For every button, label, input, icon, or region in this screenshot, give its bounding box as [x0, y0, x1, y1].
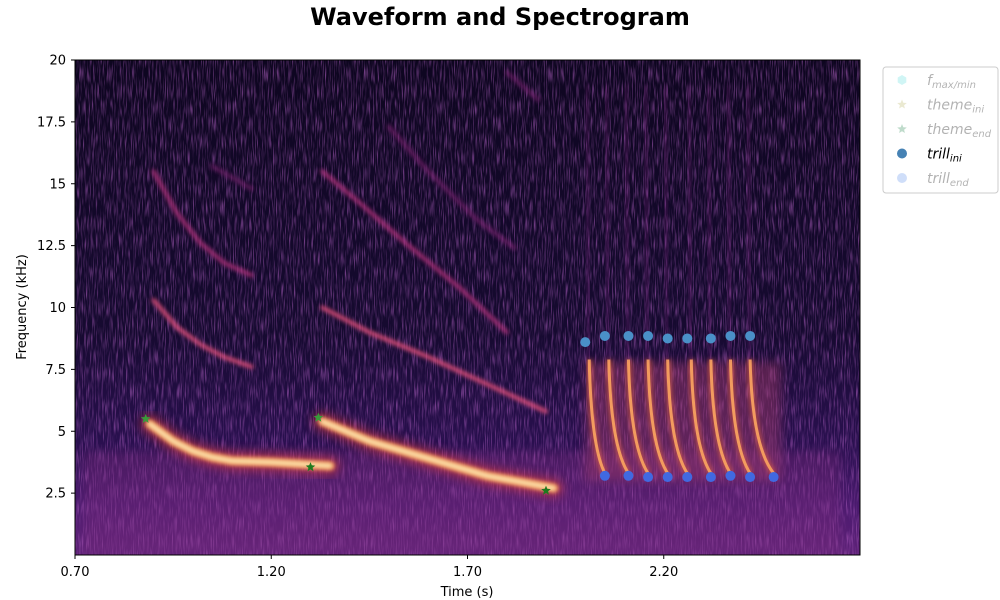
- legend-label-sub: max/min: [932, 80, 976, 91]
- trill-sweep: [626, 359, 650, 475]
- legend-star-icon: [897, 124, 907, 133]
- harmonic-trace: [320, 305, 548, 414]
- legend-label-sub: end: [950, 178, 969, 189]
- y-tick-label: 20: [49, 54, 66, 69]
- trill-sweep: [587, 359, 607, 475]
- legend-label-sub: ini: [950, 154, 962, 165]
- trill_end-marker: [768, 472, 779, 483]
- trill-harmonic-streak: [663, 84, 669, 360]
- trill_end-marker: [643, 472, 654, 483]
- legend-box: [882, 66, 999, 194]
- y-tick-label: 15: [49, 177, 66, 192]
- trill_ini-marker: [725, 330, 736, 341]
- trill-harmonic-streak: [604, 84, 610, 360]
- legend-circle-icon: [897, 148, 907, 159]
- trill_end-marker: [662, 472, 673, 483]
- legend-label-base: theme: [927, 98, 972, 114]
- trill-sweep: [728, 359, 752, 475]
- trill-harmonic-streak: [687, 84, 693, 360]
- legend-entry: trillend: [897, 171, 969, 189]
- trill_ini-marker: [682, 333, 693, 344]
- legend-label-base: theme: [927, 122, 972, 138]
- trill_end-marker: [745, 472, 756, 483]
- trill_ini-marker: [705, 333, 716, 344]
- chart-title: Waveform and Spectrogram: [310, 3, 690, 31]
- legend-label: trillend: [927, 171, 969, 189]
- legend-label-base: trill: [927, 171, 950, 187]
- legend-label-base: trill: [927, 147, 950, 163]
- trill_end-marker: [705, 472, 716, 483]
- trill_ini-marker: [599, 330, 610, 341]
- theme_ini-marker: [313, 412, 324, 422]
- legend-label-sub: end: [972, 129, 991, 140]
- legend-label-base: f: [927, 73, 934, 89]
- trill-sweep: [646, 359, 669, 475]
- y-tick-label: 5: [58, 425, 66, 440]
- trill-harmonic-streak: [726, 84, 732, 360]
- trill-sweep: [607, 359, 630, 475]
- harmonic-trace: [504, 70, 541, 102]
- trill_end-marker: [725, 470, 736, 481]
- harmonic-trace: [319, 418, 557, 491]
- trill_ini-marker: [623, 330, 634, 341]
- trill-harmonic-streak: [644, 84, 650, 360]
- y-tick-label: 12.5: [37, 239, 66, 254]
- y-tick-label: 17.5: [37, 115, 66, 130]
- trill-harmonic-streak: [746, 84, 752, 360]
- trill-sweep: [666, 359, 689, 475]
- x-axis: 0.70 1.20 1.70 2.20: [61, 555, 678, 580]
- y-tick-label: 7.5: [45, 363, 66, 378]
- theme_ini-marker: [140, 413, 151, 423]
- legend-label: themeend: [927, 122, 992, 140]
- y-tick-label: 2.5: [45, 487, 66, 502]
- harmonic-trace: [151, 169, 254, 278]
- trill_ini-marker: [580, 337, 591, 348]
- x-tick-label: 1.20: [257, 565, 286, 580]
- legend-entry: fmax/min: [897, 73, 976, 91]
- x-tick-label: 0.70: [61, 565, 90, 580]
- harmonic-trace: [147, 421, 333, 469]
- trill-sweep: [748, 359, 775, 475]
- trill_end-marker: [623, 470, 634, 481]
- legend-label: themeini: [927, 98, 984, 116]
- legend-label: trillini: [927, 147, 962, 165]
- y-tick-label: 10: [49, 301, 66, 316]
- harmonic-trace: [151, 298, 254, 369]
- trill-harmonic-streak: [585, 84, 591, 360]
- legend-label-sub: ini: [972, 105, 984, 116]
- harmonic-trace: [320, 169, 509, 335]
- trill_ini-marker: [662, 333, 673, 344]
- legend-entry: themeend: [897, 122, 992, 140]
- plot-area: [75, 60, 860, 555]
- trill-sweep: [709, 359, 732, 475]
- trill_ini-marker: [745, 330, 756, 341]
- legend-entry: themeini: [897, 98, 984, 116]
- legend-entry: trillini: [897, 147, 962, 165]
- trill_ini-marker: [643, 330, 654, 341]
- y-axis-label: Frequency (kHz): [15, 254, 30, 360]
- x-axis-label: Time (s): [440, 585, 494, 600]
- harmonic-trace: [387, 124, 517, 251]
- trill-harmonic-streak: [624, 84, 630, 360]
- legend-circle-icon: [897, 173, 907, 183]
- spectrogram-traces: [140, 70, 777, 498]
- x-tick-label: 1.70: [453, 565, 482, 580]
- harmonic-trace: [210, 164, 254, 191]
- trill-sweep: [689, 359, 713, 475]
- annotation-markers: [140, 330, 779, 495]
- legend-label: fmax/min: [927, 73, 976, 91]
- trill-harmonic-streak: [706, 84, 712, 360]
- y-axis: 2.5 5 7.5 10 12.5 15 17.5 20: [37, 54, 75, 502]
- x-tick-label: 2.20: [649, 565, 678, 580]
- trill_end-marker: [682, 472, 693, 483]
- legend-star-icon: [897, 99, 907, 109]
- theme_end-marker: [541, 485, 551, 495]
- theme_end-marker: [305, 462, 316, 472]
- legend-hexagon-icon: [897, 75, 907, 85]
- trill_end-marker: [599, 470, 610, 481]
